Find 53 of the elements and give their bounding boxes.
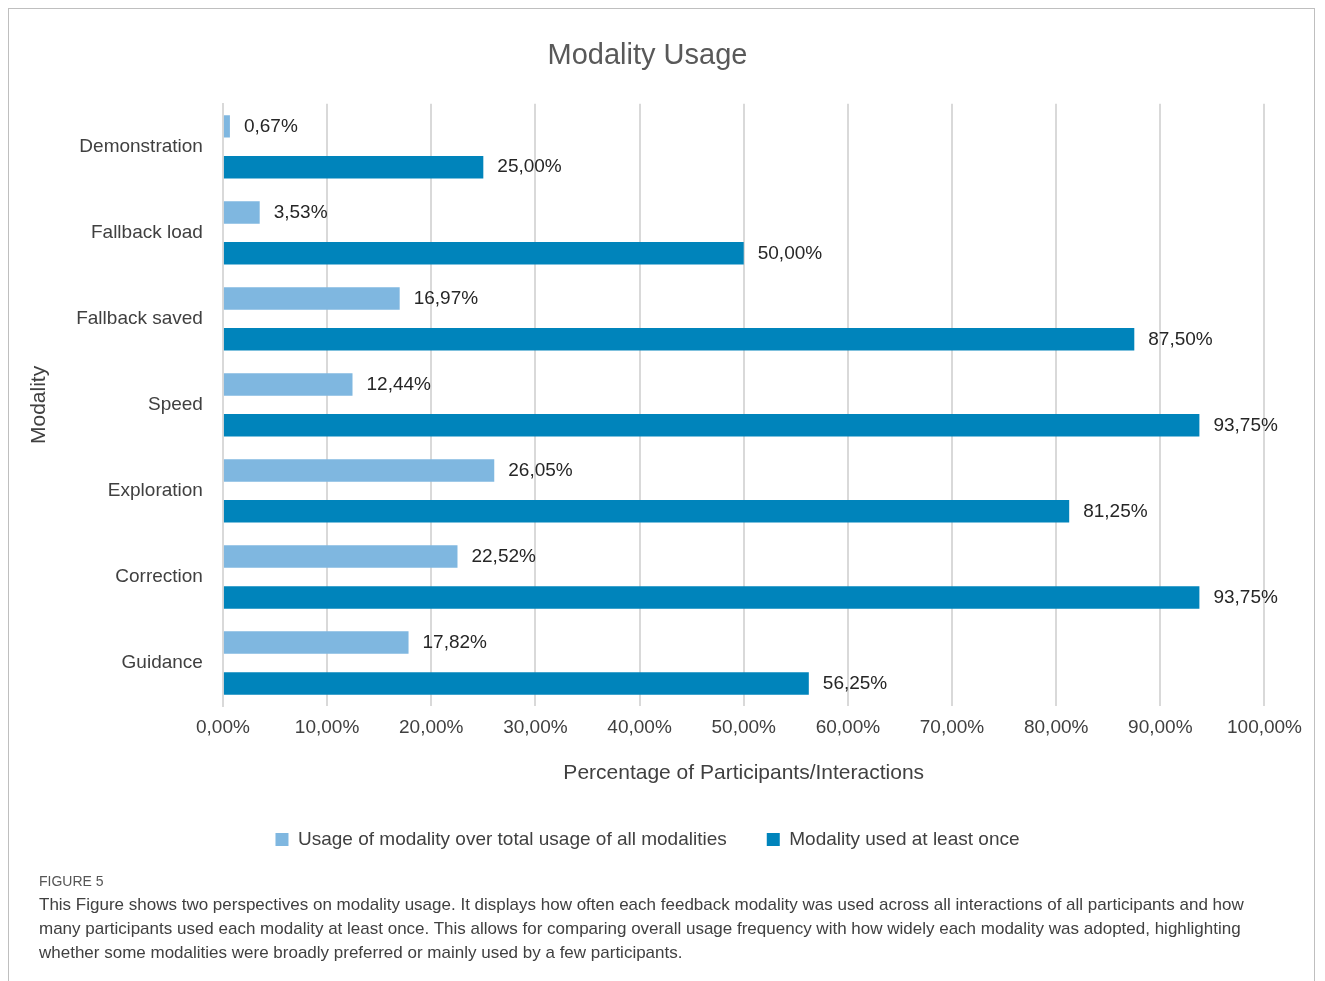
bar — [223, 156, 484, 179]
bar — [223, 500, 1070, 523]
y-tick-label: Guidance — [121, 651, 203, 673]
bar — [223, 672, 809, 695]
bar — [223, 242, 744, 265]
x-tick-label: 30,00% — [503, 715, 568, 737]
data-label: 17,82% — [422, 630, 488, 652]
x-tick-label: 0,00% — [195, 715, 250, 737]
bar — [223, 201, 260, 224]
bar — [223, 287, 400, 310]
bar — [223, 545, 458, 568]
y-axis-title: Modality — [26, 365, 50, 444]
data-label: 81,25% — [1083, 499, 1148, 521]
y-tick-label: Correction — [115, 565, 203, 587]
data-label: 0,67% — [243, 114, 298, 136]
x-tick-label: 80,00% — [1023, 715, 1089, 737]
bar — [223, 459, 495, 482]
caption: FIGURE 5 — [39, 873, 105, 889]
data-label: 3,53% — [273, 200, 328, 222]
y-tick-label: Demonstration — [79, 135, 203, 157]
bar — [223, 586, 1200, 609]
data-label: 22,52% — [471, 544, 537, 566]
bar — [223, 373, 353, 396]
x-axis-title: Percentage of Participants/Interactions — [563, 760, 925, 784]
x-tick-label: 20,00% — [399, 715, 464, 737]
data-label: 56,25% — [822, 671, 888, 693]
data-label: 12,44% — [366, 372, 432, 394]
legend-label: Usage of modality over total usage of all modalities — [297, 827, 727, 849]
y-tick-label: Fallback load — [90, 221, 203, 243]
y-tick-label: Fallback saved — [76, 307, 203, 329]
x-tick-label: 40,00% — [607, 715, 672, 737]
x-tick-label: 60,00% — [815, 715, 881, 737]
x-tick-label: 90,00% — [1128, 715, 1193, 737]
legend-label: Modality used at least once — [789, 827, 1020, 849]
data-label: 87,50% — [1148, 327, 1213, 349]
data-label: 25,00% — [497, 155, 562, 177]
data-label: 50,00% — [757, 241, 823, 263]
x-tick-label: 100,00% — [1226, 715, 1303, 737]
y-tick-label: Speed — [147, 393, 203, 415]
bar — [223, 115, 230, 138]
x-tick-label: 50,00% — [711, 715, 777, 737]
x-tick-label: 10,00% — [294, 715, 360, 737]
data-label: 93,75% — [1213, 413, 1278, 435]
data-label: 93,75% — [1213, 585, 1278, 607]
data-label: 26,05% — [508, 458, 573, 480]
data-label: 16,97% — [413, 286, 479, 308]
bar — [223, 328, 1135, 351]
bar — [223, 631, 409, 654]
x-tick-label: 70,00% — [919, 715, 985, 737]
bar — [223, 414, 1200, 437]
chart-title: Modality Usage — [547, 38, 748, 71]
y-tick-label: Exploration — [107, 479, 203, 501]
text: This Figure shows two perspectives on modality usage. It displays how often each feedback modality was used across all interactions of all participants and how many participants used each modality at least once. This allows for comparing overall usage frequency with how widely each modality was adopted, highlighting whether some modalities were broadly preferred or mainly used by a few participants. — [39, 894, 1245, 964]
